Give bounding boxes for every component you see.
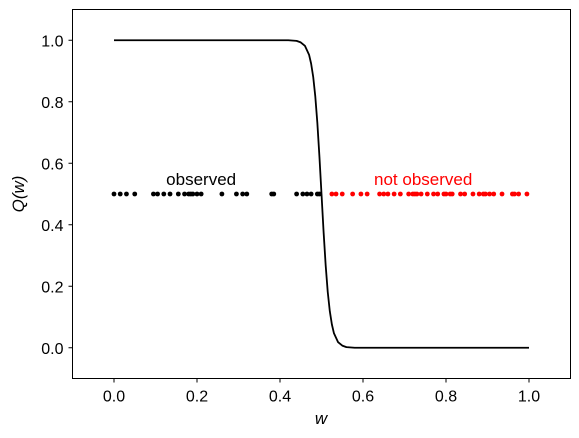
- not-observed-point: [525, 192, 530, 197]
- x-tick-label: 0.8: [435, 389, 457, 406]
- observed-point: [305, 192, 310, 197]
- not-observed-point: [359, 192, 364, 197]
- observed-point: [294, 192, 299, 197]
- x-tick-label: 1.0: [518, 389, 540, 406]
- annotation-observed: observed: [166, 170, 236, 189]
- observed-point: [132, 192, 137, 197]
- y-tick-label: 0.8: [41, 95, 63, 112]
- y-axis-ticks: 0.0 0.2 0.4 0.6 0.8 1.0: [41, 33, 72, 358]
- not-observed-point: [435, 192, 440, 197]
- not-observed-point: [392, 192, 397, 197]
- y-tick-label: 1.0: [41, 33, 63, 50]
- series-observed: [112, 192, 322, 197]
- not-observed-point: [365, 192, 370, 197]
- x-axis-ticks: 0.0 0.2 0.4 0.6 0.8 1.0: [103, 379, 540, 406]
- observed-point: [199, 192, 204, 197]
- plot-layer: [112, 40, 530, 348]
- not-observed-point: [415, 192, 420, 197]
- not-observed-point: [512, 192, 517, 197]
- not-observed-point: [334, 192, 339, 197]
- not-observed-point: [458, 192, 463, 197]
- annotation-not-observed: not observed: [374, 170, 472, 189]
- observed-point: [161, 192, 166, 197]
- y-axis-label: Q(w): [9, 176, 28, 213]
- annotations: observed not observed: [166, 170, 472, 189]
- y-tick-label: 0.0: [41, 341, 63, 358]
- observed-point: [317, 192, 322, 197]
- series-not-observed: [329, 192, 529, 197]
- observed-point: [151, 192, 156, 197]
- not-observed-point: [444, 192, 449, 197]
- observed-point: [176, 192, 181, 197]
- not-observed-point: [491, 192, 496, 197]
- not-observed-point: [431, 192, 436, 197]
- not-observed-point: [398, 192, 403, 197]
- observed-point: [234, 192, 239, 197]
- not-observed-point: [350, 192, 355, 197]
- observed-point: [271, 192, 276, 197]
- not-observed-point: [386, 192, 391, 197]
- not-observed-point: [477, 192, 482, 197]
- not-observed-point: [381, 192, 386, 197]
- y-tick-label: 0.4: [41, 218, 63, 235]
- not-observed-point: [487, 192, 492, 197]
- not-observed-point: [462, 192, 467, 197]
- observed-point: [112, 192, 117, 197]
- x-tick-label: 0.0: [103, 389, 125, 406]
- not-observed-point: [500, 192, 505, 197]
- not-observed-point: [377, 192, 382, 197]
- observed-point: [220, 192, 225, 197]
- x-tick-label: 0.2: [186, 389, 208, 406]
- observed-point: [168, 192, 173, 197]
- observed-point: [309, 192, 314, 197]
- observed-point: [124, 192, 129, 197]
- not-observed-point: [425, 192, 430, 197]
- observed-point: [244, 192, 249, 197]
- observed-point: [118, 192, 123, 197]
- not-observed-point: [419, 192, 424, 197]
- y-tick-label: 0.2: [41, 279, 63, 296]
- not-observed-point: [450, 192, 455, 197]
- not-observed-point: [516, 192, 521, 197]
- not-observed-point: [340, 192, 345, 197]
- not-observed-point: [406, 192, 411, 197]
- observed-point: [155, 192, 160, 197]
- observed-point: [195, 192, 200, 197]
- observed-point: [300, 192, 305, 197]
- not-observed-point: [483, 192, 488, 197]
- y-tick-label: 0.6: [41, 156, 63, 173]
- x-axis-label: w: [315, 409, 329, 428]
- not-observed-point: [471, 192, 476, 197]
- observed-point: [240, 192, 245, 197]
- observed-point: [190, 192, 195, 197]
- observed-point: [182, 192, 187, 197]
- x-tick-label: 0.6: [352, 389, 374, 406]
- not-observed-point: [329, 192, 334, 197]
- x-tick-label: 0.4: [269, 389, 291, 406]
